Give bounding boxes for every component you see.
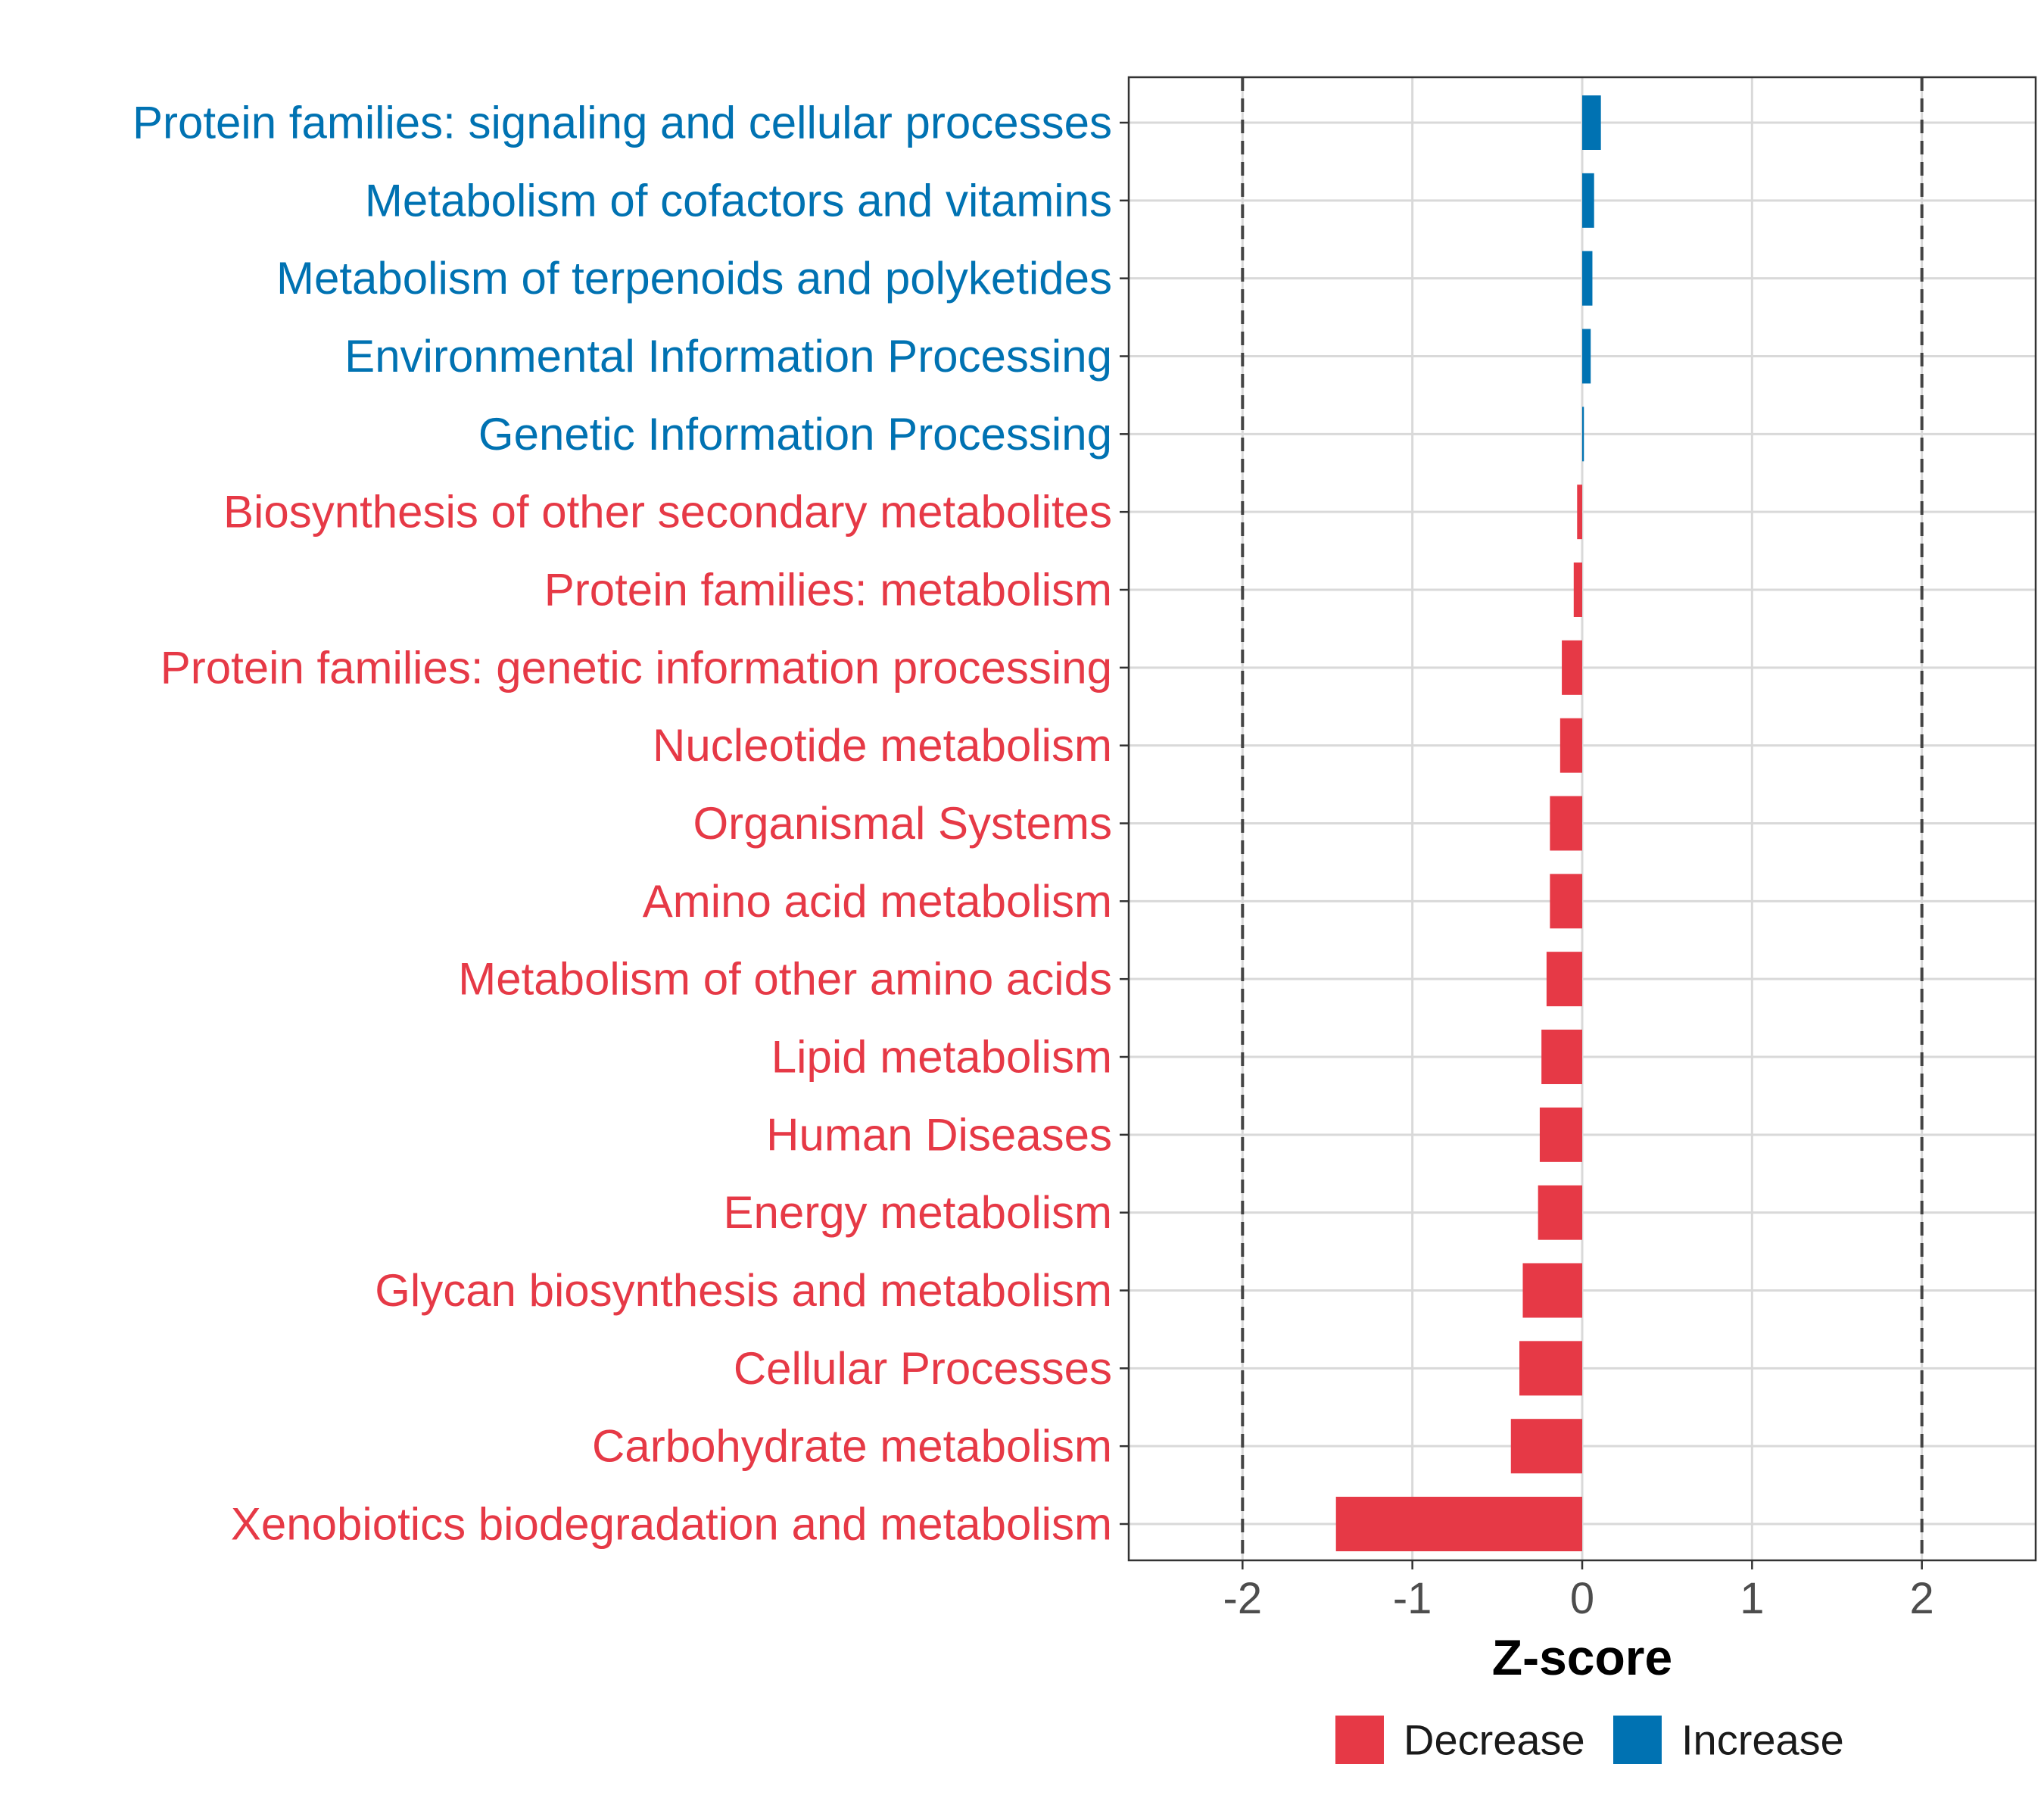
x-tick-label: 2 — [1910, 1574, 1934, 1623]
x-tick-label: 0 — [1570, 1574, 1594, 1623]
legend-swatch-decrease — [1335, 1716, 1384, 1764]
category-label: Protein families: metabolism — [544, 565, 1112, 616]
legend-swatch-increase — [1613, 1716, 1662, 1764]
bars-layer — [1335, 95, 1601, 1551]
category-label: Metabolism of terpenoids and polyketides — [276, 253, 1112, 304]
category-labels: Protein families: signaling and cellular… — [132, 98, 1112, 1550]
category-label: Metabolism of other amino acids — [458, 954, 1112, 1005]
bar-decrease — [1522, 1263, 1582, 1318]
bar-decrease — [1538, 1185, 1582, 1240]
reference-lines — [1241, 77, 1924, 1560]
bar-decrease — [1546, 952, 1582, 1007]
bar-increase — [1582, 95, 1601, 150]
bar-decrease — [1519, 1341, 1582, 1396]
x-axis-title: Z-score — [1492, 1629, 1672, 1685]
axis-ticks — [1120, 121, 1923, 1569]
bar-increase — [1582, 329, 1591, 384]
bar-decrease — [1541, 1030, 1582, 1084]
bar-decrease — [1510, 1419, 1582, 1474]
category-label: Human Diseases — [766, 1109, 1112, 1160]
category-label: Lipid metabolism — [771, 1032, 1112, 1083]
category-label: Biosynthesis of other secondary metaboli… — [223, 487, 1112, 538]
category-label: Carbohydrate metabolism — [592, 1421, 1112, 1472]
x-tick-label: 1 — [1740, 1574, 1764, 1623]
category-label: Xenobiotics biodegradation and metabolis… — [231, 1499, 1112, 1550]
legend-label-decrease: Decrease — [1404, 1716, 1585, 1764]
category-label: Organismal Systems — [693, 798, 1112, 849]
category-label: Protein families: signaling and cellular… — [132, 98, 1112, 148]
category-label: Genetic Information Processing — [478, 409, 1112, 460]
bar-decrease — [1335, 1497, 1582, 1551]
category-label: Energy metabolism — [723, 1187, 1112, 1238]
bar-decrease — [1562, 640, 1582, 695]
bar-decrease — [1559, 718, 1582, 773]
bar-decrease — [1577, 485, 1582, 540]
bar-increase — [1582, 251, 1593, 306]
category-label: Metabolism of cofactors and vitamins — [365, 175, 1112, 226]
category-label: Amino acid metabolism — [643, 876, 1112, 927]
bar-increase — [1582, 407, 1584, 462]
legend: Decrease Increase — [1335, 1716, 1844, 1764]
bar-decrease — [1550, 874, 1582, 929]
category-label: Glycan biosynthesis and metabolism — [375, 1265, 1112, 1316]
category-label: Nucleotide metabolism — [653, 720, 1112, 771]
category-label: Protein families: genetic information pr… — [160, 642, 1112, 693]
bar-decrease — [1573, 563, 1582, 617]
bar-decrease — [1550, 796, 1582, 851]
bar-decrease — [1539, 1107, 1582, 1162]
x-tick-label: -1 — [1393, 1574, 1432, 1623]
x-tick-labels: -2 -1 0 1 2 — [1223, 1574, 1934, 1623]
x-tick-label: -2 — [1223, 1574, 1263, 1623]
category-label: Environmental Information Processing — [344, 331, 1112, 382]
bar-increase — [1582, 173, 1594, 228]
legend-label-increase: Increase — [1681, 1716, 1844, 1764]
category-label: Cellular Processes — [734, 1343, 1112, 1394]
